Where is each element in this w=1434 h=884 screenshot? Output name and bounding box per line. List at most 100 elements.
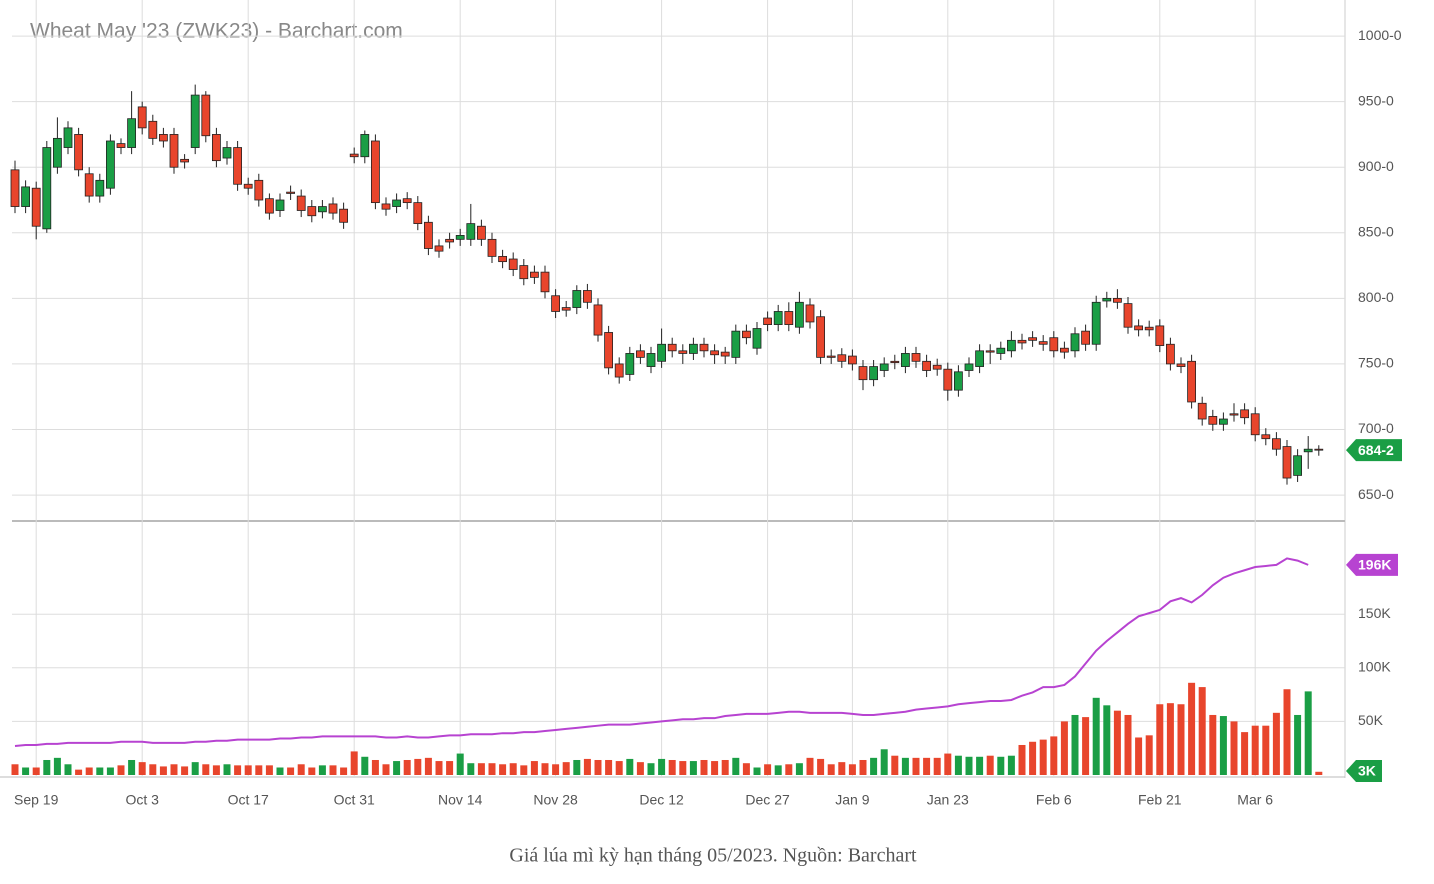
volume-bar bbox=[128, 759, 136, 775]
candle-body bbox=[1314, 448, 1324, 451]
candle-body bbox=[63, 127, 73, 148]
candle-body bbox=[805, 304, 815, 323]
candle-body bbox=[275, 199, 285, 211]
candle-body bbox=[201, 94, 211, 137]
x-tick-label: Jan 9 bbox=[835, 792, 869, 808]
candle-body bbox=[614, 363, 624, 378]
y2-tick-label: 100K bbox=[1358, 658, 1391, 674]
candle-body bbox=[636, 350, 645, 358]
volume-bar bbox=[509, 763, 517, 775]
candle-body bbox=[455, 235, 465, 240]
candle-body bbox=[392, 199, 402, 207]
candle-body bbox=[1261, 434, 1271, 440]
x-tick-label: Nov 28 bbox=[533, 792, 578, 808]
candle-body bbox=[826, 355, 836, 358]
candle-body bbox=[561, 307, 571, 311]
candle-body bbox=[286, 191, 296, 194]
candle-body bbox=[360, 134, 370, 158]
candle-body bbox=[678, 350, 688, 354]
volume-bar bbox=[255, 765, 263, 775]
candle-body bbox=[1187, 360, 1196, 403]
volume-bar bbox=[371, 759, 379, 775]
volume-bar bbox=[636, 762, 644, 775]
candle-body bbox=[720, 351, 730, 357]
volume-bar bbox=[403, 759, 411, 775]
open-interest-line bbox=[14, 557, 1309, 748]
volume-bar bbox=[43, 759, 51, 775]
volume-bar bbox=[647, 763, 655, 775]
candle-body bbox=[625, 353, 635, 375]
volume-bar bbox=[838, 762, 846, 775]
volume-bar bbox=[1304, 691, 1312, 775]
candle-body bbox=[1144, 326, 1154, 331]
caption: Giá lúa mì kỳ hạn tháng 05/2023. Nguồn: … bbox=[509, 845, 917, 867]
volume-bar bbox=[976, 756, 984, 775]
volume-bar bbox=[318, 765, 326, 775]
volume-bar bbox=[605, 759, 613, 775]
volume-bar bbox=[965, 756, 973, 775]
last-volume-tag bbox=[1346, 760, 1382, 782]
candle-body bbox=[1176, 363, 1186, 367]
volume-bar bbox=[181, 766, 189, 775]
volume-bar bbox=[361, 756, 369, 775]
candle-body bbox=[423, 221, 433, 249]
candle-body bbox=[84, 173, 94, 197]
candle-body bbox=[307, 206, 317, 217]
volume-bar bbox=[753, 767, 761, 775]
candle-body bbox=[837, 354, 847, 362]
y-tick-label: 850-0 bbox=[1358, 223, 1394, 239]
candle-body bbox=[222, 147, 232, 159]
volume-bar bbox=[424, 757, 432, 775]
volume-bar bbox=[997, 756, 1005, 775]
volume-bar bbox=[467, 763, 475, 775]
volume-bar bbox=[742, 763, 750, 775]
volume-bar bbox=[1060, 721, 1068, 775]
volume-bar bbox=[1230, 721, 1238, 775]
volume-bar bbox=[191, 762, 199, 775]
candle-body bbox=[1081, 330, 1090, 345]
candle-body bbox=[1038, 341, 1048, 345]
candle-body bbox=[169, 134, 179, 168]
candle-body bbox=[95, 179, 105, 197]
volume-bar bbox=[1071, 714, 1079, 775]
volume-bar bbox=[340, 767, 348, 775]
candle-body bbox=[1293, 455, 1302, 476]
y-tick-label: 900-0 bbox=[1358, 158, 1394, 174]
candle-body bbox=[211, 134, 221, 162]
volume-bar bbox=[170, 764, 178, 775]
volume-bar bbox=[1241, 732, 1249, 775]
candle-body bbox=[402, 198, 412, 204]
x-tick-label: Feb 21 bbox=[1138, 792, 1182, 808]
volume-bar bbox=[75, 769, 83, 775]
volume-bar bbox=[520, 765, 528, 775]
volume-bar bbox=[488, 763, 496, 775]
candle-body bbox=[137, 106, 147, 129]
candle-body bbox=[127, 118, 136, 148]
volume-bar bbox=[583, 758, 591, 775]
candle-body bbox=[1113, 297, 1122, 303]
volume-bar bbox=[774, 765, 782, 775]
volume-bar bbox=[901, 757, 909, 775]
volume-bar bbox=[573, 759, 581, 775]
candle-body bbox=[763, 317, 772, 325]
candle-body bbox=[1134, 325, 1143, 331]
volume-bar bbox=[297, 764, 305, 775]
candle-body bbox=[116, 143, 126, 148]
x-tick-label: Sep 19 bbox=[14, 792, 59, 808]
candle-body bbox=[1017, 339, 1027, 344]
candle-body bbox=[476, 225, 486, 240]
volume-bar bbox=[912, 757, 920, 775]
x-tick-label: Mar 6 bbox=[1237, 792, 1273, 808]
candle-body bbox=[901, 353, 910, 367]
candle-body bbox=[583, 290, 592, 303]
candle-body bbox=[530, 271, 539, 278]
x-tick-label: Oct 3 bbox=[125, 792, 159, 808]
candle-body bbox=[434, 245, 444, 252]
volume-bar bbox=[244, 765, 252, 775]
volume-bar bbox=[96, 767, 104, 775]
candle-body bbox=[795, 301, 804, 328]
y-tick-label: 650-0 bbox=[1358, 486, 1394, 502]
last-price-label: 684-2 bbox=[1358, 442, 1394, 458]
candle-body bbox=[890, 360, 900, 364]
candle-body bbox=[21, 186, 31, 207]
